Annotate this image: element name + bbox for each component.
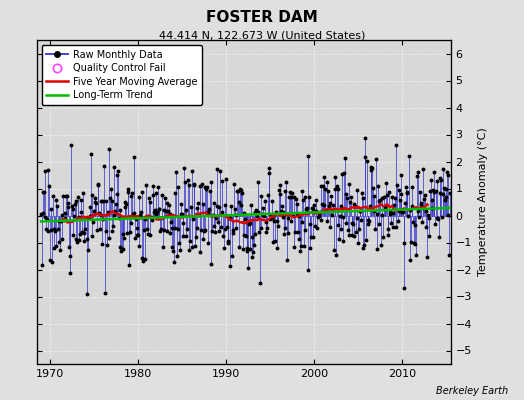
Text: 44.414 N, 122.673 W (United States): 44.414 N, 122.673 W (United States): [159, 30, 365, 40]
Y-axis label: Temperature Anomaly (°C): Temperature Anomaly (°C): [477, 128, 487, 276]
Text: FOSTER DAM: FOSTER DAM: [206, 10, 318, 25]
Text: Berkeley Earth: Berkeley Earth: [436, 386, 508, 396]
Legend: Raw Monthly Data, Quality Control Fail, Five Year Moving Average, Long-Term Tren: Raw Monthly Data, Quality Control Fail, …: [41, 45, 202, 105]
